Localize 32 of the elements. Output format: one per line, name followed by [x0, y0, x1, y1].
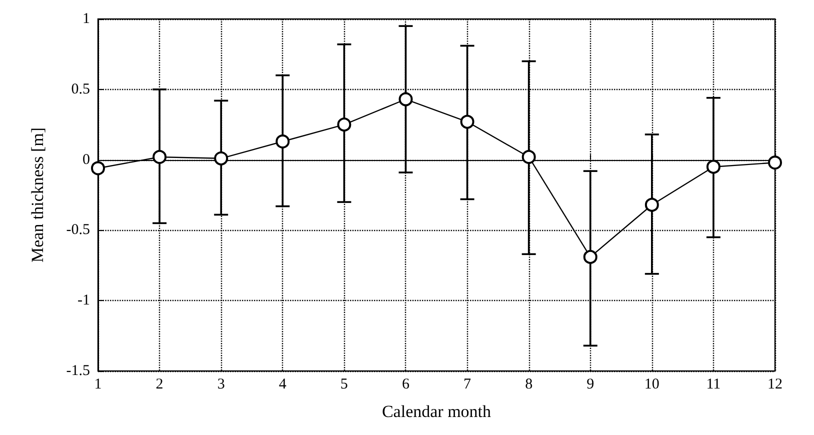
x-tick-label: 11 [706, 376, 721, 392]
x-tick-label: 6 [402, 376, 410, 392]
x-tick-label: 2 [156, 376, 164, 392]
point [706, 160, 720, 174]
point [398, 92, 413, 106]
x-tick-label: 12 [768, 376, 782, 392]
x-tick-label: 4 [278, 376, 287, 392]
x-tick-label: 5 [340, 376, 348, 392]
x-tick-label: 3 [217, 376, 225, 392]
point [583, 250, 598, 264]
y-tick-label: 0.5 [71, 81, 90, 98]
y-tick-label: -0.5 [66, 222, 90, 238]
x-axis-title: Calendar month [382, 402, 492, 421]
x-tick-label: 8 [525, 376, 533, 392]
point [522, 150, 536, 164]
point [214, 151, 228, 166]
x-tick-label: 7 [464, 376, 472, 392]
y-tick-label: 1 [82, 11, 90, 27]
point [276, 134, 290, 148]
y-tick-label: -1.5 [66, 363, 90, 379]
y-tick-label: -1 [78, 292, 90, 309]
point [152, 150, 167, 164]
point [337, 118, 352, 132]
y-axis-title: Mean thickness [m] [28, 127, 47, 263]
x-tick-label: 1 [94, 376, 102, 392]
y-tick-label: 0 [82, 152, 90, 168]
point [768, 156, 782, 170]
point [91, 161, 105, 176]
x-tick-label: 10 [644, 376, 660, 392]
point [460, 114, 474, 129]
x-tick-label: 9 [586, 376, 594, 392]
point [644, 198, 659, 212]
